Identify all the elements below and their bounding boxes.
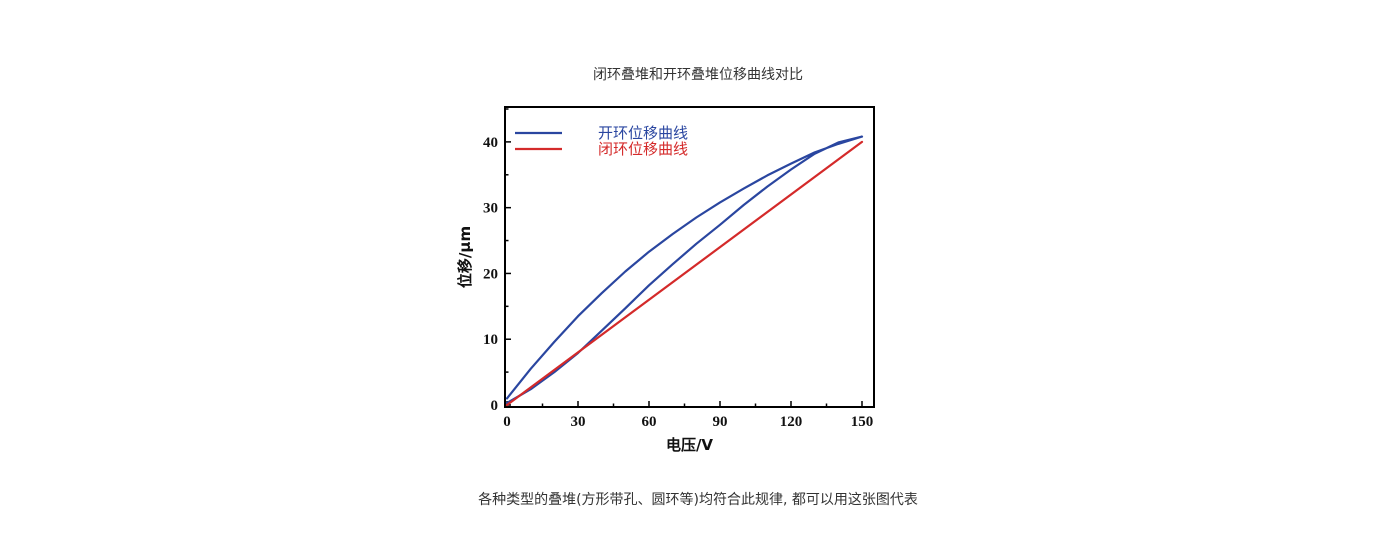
series-line-closed-loop: [505, 140, 864, 407]
y-tick-label: 40: [483, 135, 498, 151]
legend-label: 闭环位移曲线: [598, 140, 688, 158]
y-tick-label: 20: [483, 266, 498, 282]
series-line-open-loop: [505, 135, 864, 405]
y-axis-label: 位移/μm: [456, 226, 474, 288]
legend-label: 开环位移曲线: [598, 124, 688, 142]
x-tick-label: 60: [642, 414, 657, 430]
x-tick-label: 90: [713, 414, 728, 430]
plot-frame: [504, 106, 875, 408]
x-tick-label: 30: [571, 414, 586, 430]
y-tick-label: 0: [491, 398, 499, 414]
y-tick-label: 30: [483, 201, 498, 217]
x-tick-label: 120: [780, 414, 803, 430]
y-tick-label: 10: [483, 332, 498, 348]
chart-caption: 各种类型的叠堆(方形带孔、圆环等)均符合此规律, 都可以用这张图代表: [478, 492, 918, 508]
chart-title: 闭环叠堆和开环叠堆位移曲线对比: [593, 67, 803, 83]
x-tick-label: 0: [503, 414, 511, 430]
x-axis-label: 电压/V: [666, 436, 713, 454]
x-tick-label: 150: [851, 414, 874, 430]
